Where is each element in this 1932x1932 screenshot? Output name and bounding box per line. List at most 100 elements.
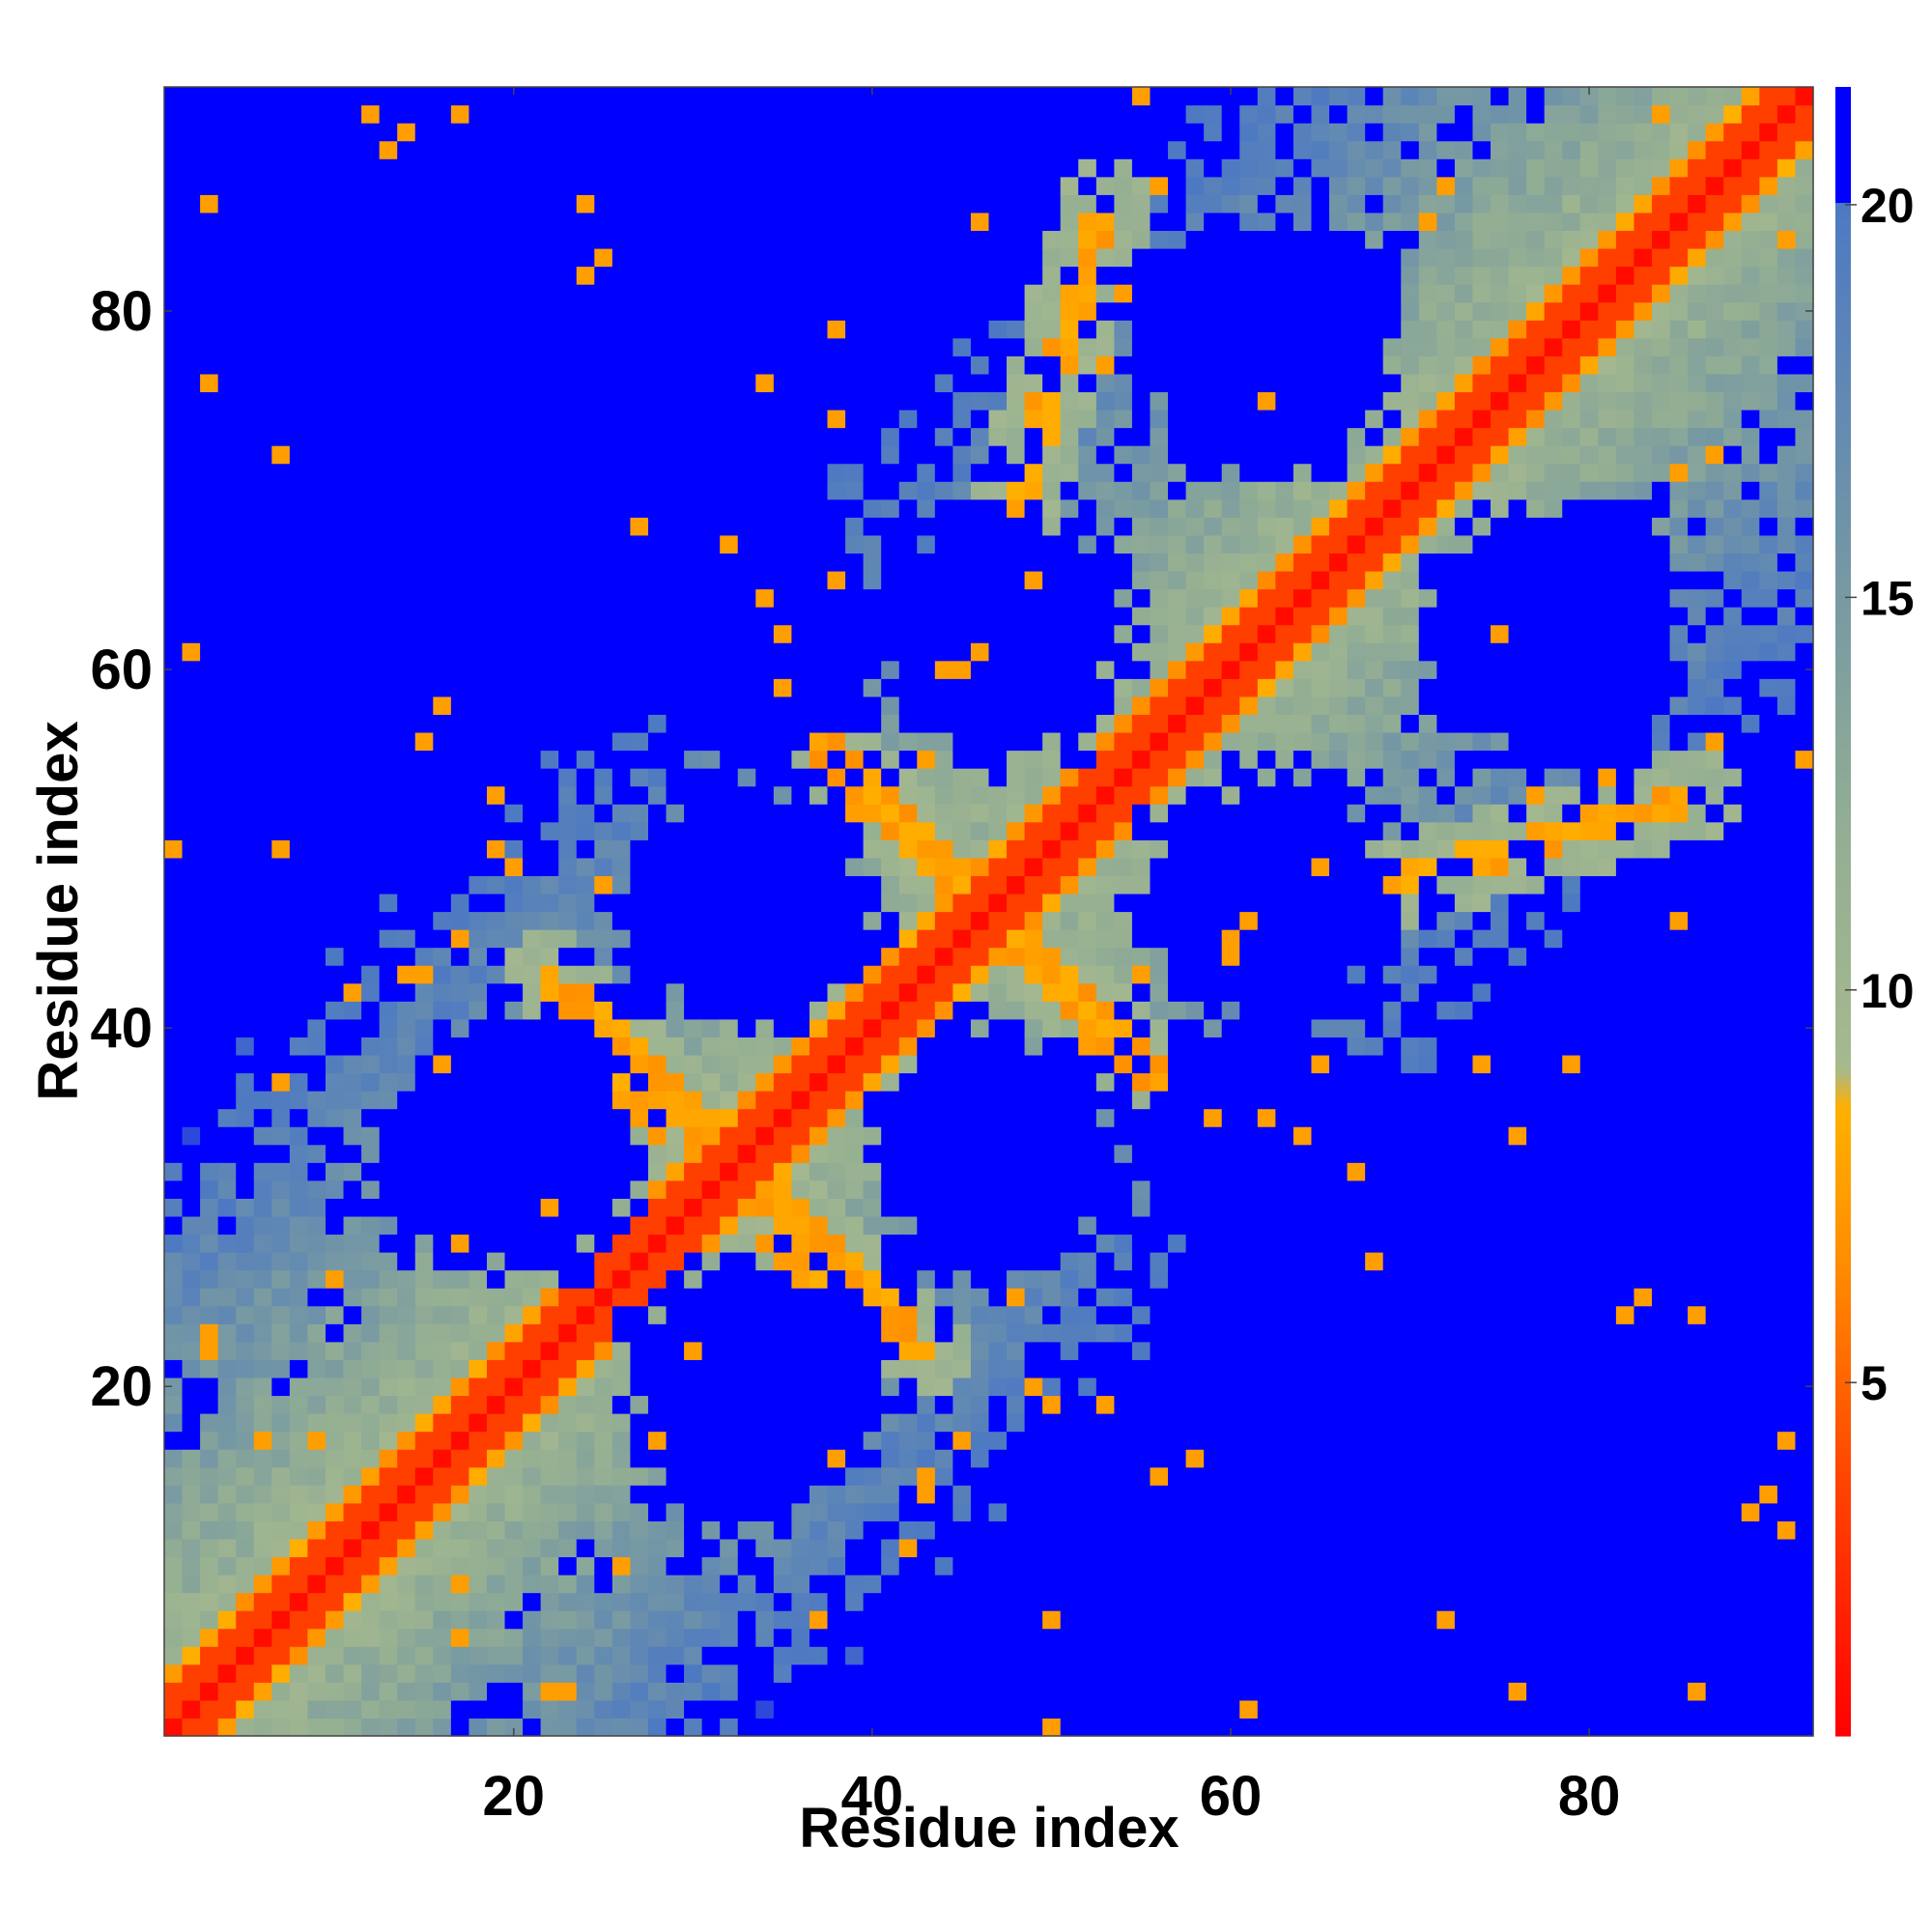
heatmap-cell	[433, 1341, 452, 1360]
heatmap-cell	[558, 624, 578, 643]
heatmap-cell	[970, 678, 990, 697]
heatmap-cell	[755, 1341, 775, 1360]
heatmap-cell	[558, 1502, 578, 1521]
heatmap-cell	[469, 1126, 488, 1146]
heatmap-cell	[397, 1305, 416, 1324]
heatmap-cell	[666, 123, 685, 142]
heatmap-cell	[1024, 1592, 1043, 1611]
heatmap-cell	[379, 355, 398, 375]
heatmap-cell	[164, 534, 184, 554]
heatmap-cell	[863, 1431, 882, 1450]
heatmap-cell	[1024, 804, 1043, 823]
heatmap-cell	[934, 158, 953, 178]
heatmap-cell	[450, 194, 470, 213]
heatmap-cell	[271, 1502, 291, 1521]
heatmap-cell	[469, 1682, 488, 1701]
heatmap-cell	[863, 284, 882, 303]
heatmap-cell	[307, 1413, 327, 1433]
heatmap-cell	[271, 1234, 291, 1253]
heatmap-cell	[182, 1341, 201, 1360]
heatmap-cell	[486, 1628, 506, 1647]
heatmap-cell	[271, 1162, 291, 1181]
heatmap-cell	[1060, 821, 1079, 840]
heatmap-cell	[486, 1413, 506, 1433]
heatmap-cell	[486, 965, 506, 984]
heatmap-cell	[881, 1502, 900, 1521]
heatmap-cell	[486, 123, 506, 142]
heatmap-cell	[898, 1252, 918, 1271]
heatmap-cell	[433, 1018, 452, 1037]
heatmap-cell	[952, 1054, 972, 1074]
heatmap-cell	[414, 301, 434, 321]
heatmap-cell	[271, 1072, 291, 1092]
heatmap-cell	[361, 731, 381, 752]
heatmap-cell	[253, 929, 272, 949]
heatmap-cell	[701, 158, 721, 178]
heatmap-cell	[1095, 1126, 1115, 1146]
heatmap-cell	[200, 1341, 219, 1360]
heatmap-cell	[755, 731, 775, 752]
heatmap-cell	[1024, 1198, 1043, 1217]
heatmap-cell	[791, 534, 810, 554]
heatmap-cell	[289, 104, 309, 124]
heatmap-cell	[576, 624, 595, 643]
heatmap-cell	[666, 1234, 685, 1253]
heatmap-cell	[594, 1466, 613, 1486]
heatmap-cell	[325, 230, 345, 249]
heatmap-cell	[1042, 1162, 1062, 1181]
heatmap-cell	[827, 553, 846, 572]
heatmap-cell	[1114, 714, 1133, 733]
heatmap-cell	[881, 1072, 900, 1092]
heatmap-cell	[1024, 1395, 1043, 1414]
heatmap-cell	[863, 534, 882, 554]
heatmap-cell	[1007, 373, 1026, 393]
heatmap-cell	[1131, 1305, 1151, 1324]
heatmap-cell	[809, 1108, 829, 1127]
heatmap-cell	[379, 463, 398, 482]
heatmap-cell	[182, 230, 201, 249]
heatmap-cell	[1131, 1252, 1151, 1271]
heatmap-cell	[182, 1072, 201, 1092]
heatmap-cell	[379, 875, 398, 895]
heatmap-cell	[433, 445, 452, 465]
heatmap-cell	[881, 1556, 900, 1576]
heatmap-cell	[630, 1162, 649, 1181]
heatmap-cell	[845, 929, 865, 949]
heatmap-cell	[200, 768, 219, 787]
heatmap-cell	[325, 301, 345, 321]
heatmap-cell	[379, 1449, 398, 1468]
heatmap-cell	[1042, 839, 1062, 859]
heatmap-cell	[701, 982, 721, 1002]
heatmap-cell	[791, 1252, 810, 1271]
heatmap-cell	[504, 1162, 524, 1181]
heatmap-cell	[1042, 1556, 1062, 1576]
heatmap-cell	[307, 982, 327, 1002]
heatmap-cell	[1095, 140, 1115, 159]
heatmap-cell	[504, 1718, 524, 1737]
heatmap-cell	[433, 158, 452, 178]
heatmap-cell	[1024, 553, 1043, 572]
heatmap-cell	[701, 1646, 721, 1665]
heatmap-cell	[1007, 1341, 1026, 1360]
heatmap-cell	[1131, 1359, 1151, 1378]
heatmap-cell	[576, 481, 595, 500]
heatmap-cell	[1060, 1359, 1079, 1378]
heatmap-cell	[630, 660, 649, 679]
heatmap-cell	[200, 1520, 219, 1540]
heatmap-cell	[917, 517, 936, 536]
heatmap-cell	[253, 839, 272, 859]
heatmap-cell	[845, 534, 865, 554]
heatmap-cell	[827, 1610, 846, 1630]
heatmap-cell	[1095, 1269, 1115, 1289]
heatmap-cell	[271, 1556, 291, 1576]
heatmap-cell	[881, 965, 900, 984]
heatmap-cell	[540, 768, 559, 787]
heatmap-cell	[200, 230, 219, 249]
heatmap-cell	[630, 875, 649, 895]
heatmap-cell	[253, 1538, 272, 1558]
heatmap-cell	[647, 965, 668, 984]
heatmap-cell	[1095, 1646, 1115, 1665]
heatmap-cell	[1095, 1108, 1115, 1127]
heatmap-cell	[414, 1108, 434, 1127]
heatmap-cell	[647, 517, 668, 536]
